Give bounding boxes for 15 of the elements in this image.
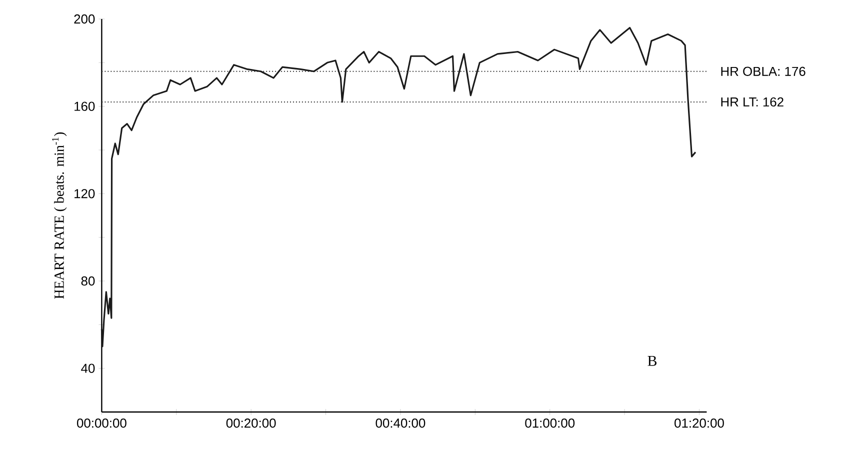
y-tick-label: 120 (74, 189, 95, 198)
y-tick-label: 40 (81, 364, 95, 373)
line-series (100, 26, 696, 348)
y-axis-title: HEART RATE ( beats. min$^{-1}$) (52, 132, 67, 299)
annotation: B (648, 356, 657, 366)
y-tick-label: 80 (81, 276, 95, 286)
ref-line-label: HR OBLA: 176 (721, 66, 806, 76)
x-tick-label: 01:00:00 (525, 418, 575, 428)
y-tick-label: 160 (74, 102, 95, 111)
x-tick-label: 00:20:00 (226, 418, 276, 428)
x-tick-label: 00:00:00 (76, 418, 126, 428)
y-tick-label: 200 (74, 14, 95, 24)
x-tick-label: 00:40:00 (376, 418, 426, 428)
x-tick-label: 01:20:00 (674, 418, 724, 428)
ref-line-label: HR LT: 162 (721, 97, 784, 107)
